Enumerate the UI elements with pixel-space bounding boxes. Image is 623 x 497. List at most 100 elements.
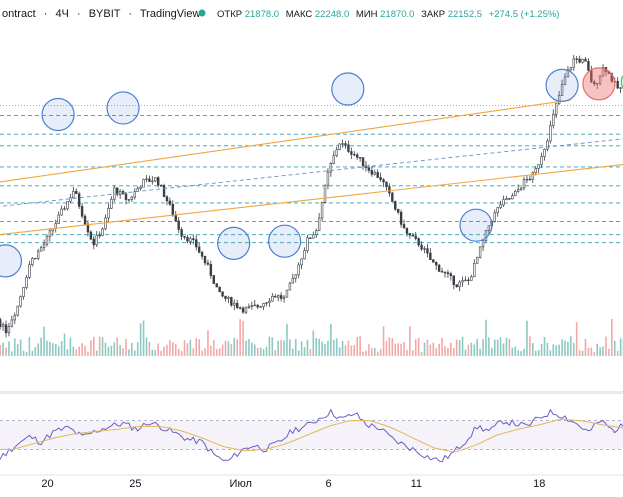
candle (449, 271, 453, 281)
volume-bar (133, 350, 136, 356)
volume-bar (327, 340, 329, 356)
marker-circle-red[interactable] (582, 67, 616, 101)
volume-bar (330, 323, 332, 356)
trendline-dashed-mid[interactable] (0, 133, 623, 212)
volume-bar (464, 349, 467, 356)
candle (516, 184, 520, 193)
pane-divider[interactable] (0, 391, 623, 394)
candle (584, 57, 587, 62)
volume-bar (72, 346, 75, 356)
volume-bar (385, 341, 388, 356)
volume-bar (619, 338, 622, 356)
platform-label: TradingView (140, 8, 201, 20)
volume-bar (280, 339, 282, 356)
trendline-channel-bottom[interactable] (0, 158, 623, 240)
volume-bar (517, 350, 519, 356)
volume-bar (218, 348, 221, 356)
candle (464, 276, 467, 282)
candle (72, 187, 75, 199)
marker-circle-blue[interactable] (0, 244, 23, 278)
volume-bar (128, 349, 130, 356)
volume-bar (344, 345, 347, 356)
candle (481, 239, 485, 251)
volume-bar (593, 351, 596, 356)
volume-bar (365, 350, 367, 356)
candle (356, 152, 359, 160)
volume-bar (371, 348, 373, 356)
volume-bar (611, 319, 613, 356)
candle (7, 322, 11, 337)
candle (154, 177, 157, 183)
candle (323, 184, 327, 204)
marker-circle-blue[interactable] (217, 226, 251, 260)
candle (34, 257, 37, 260)
candle (124, 192, 128, 205)
candle (309, 237, 312, 239)
volume-bar (526, 320, 528, 356)
candle (572, 55, 575, 71)
volume-bar (616, 350, 619, 356)
marker-circle-blue[interactable] (545, 68, 579, 102)
price-pane[interactable] (0, 55, 623, 338)
candle (540, 152, 543, 168)
volume-bar (499, 337, 502, 356)
volume-bar (81, 343, 83, 356)
candle (388, 183, 391, 197)
volume-bar (142, 320, 145, 356)
volume-bar (136, 342, 139, 356)
candle (259, 305, 262, 308)
marker-circle-blue[interactable] (41, 97, 75, 132)
candle (233, 299, 236, 311)
volume-bar (107, 346, 110, 356)
volume-bar (78, 346, 80, 356)
volume-bar (359, 336, 361, 356)
marker-circle-blue[interactable] (459, 208, 493, 242)
interval-label[interactable]: 4Ч (55, 8, 68, 20)
volume-bar (491, 347, 493, 356)
marker-circle-blue[interactable] (331, 72, 365, 106)
oscillator-pane[interactable] (0, 408, 623, 464)
volume-bar (429, 344, 432, 356)
candle (332, 150, 335, 165)
marker-circle-blue[interactable] (106, 91, 140, 125)
volume-bar (271, 337, 274, 356)
candle (358, 157, 362, 162)
volume-bar (414, 339, 417, 356)
candle (593, 79, 596, 86)
candle (601, 64, 605, 77)
volume-bar (163, 346, 165, 356)
marker-circle-blue[interactable] (268, 224, 302, 258)
candle (31, 257, 34, 267)
volume-bar (207, 330, 209, 356)
volume-bar (581, 350, 584, 356)
volume-bar (69, 337, 72, 356)
time-axis[interactable]: 2025Июл6111825 (0, 474, 623, 490)
candle (525, 175, 529, 184)
time-tick-label: 20 (41, 478, 53, 490)
volume-bar (151, 349, 154, 356)
candle (414, 231, 417, 241)
candle (274, 293, 277, 298)
candle (282, 295, 286, 303)
candle (197, 242, 201, 254)
volume-bar (423, 342, 426, 356)
volume-bar (534, 350, 537, 356)
candle (236, 299, 239, 310)
volume-bar (338, 347, 341, 356)
candle (180, 227, 183, 241)
candle (338, 143, 341, 151)
candle (28, 260, 31, 280)
candle (183, 235, 186, 240)
candle (218, 286, 221, 293)
volume-bar (28, 337, 31, 356)
volume-bar (584, 338, 587, 356)
volume-bar (268, 336, 271, 356)
candle (159, 184, 163, 188)
volume-bar (63, 333, 66, 356)
volume-bar (125, 338, 127, 356)
volume-bar (520, 351, 522, 356)
volume-bar (210, 345, 212, 356)
trendline-channel-top[interactable] (0, 99, 571, 190)
symbol-name[interactable]: ontract (2, 8, 36, 20)
